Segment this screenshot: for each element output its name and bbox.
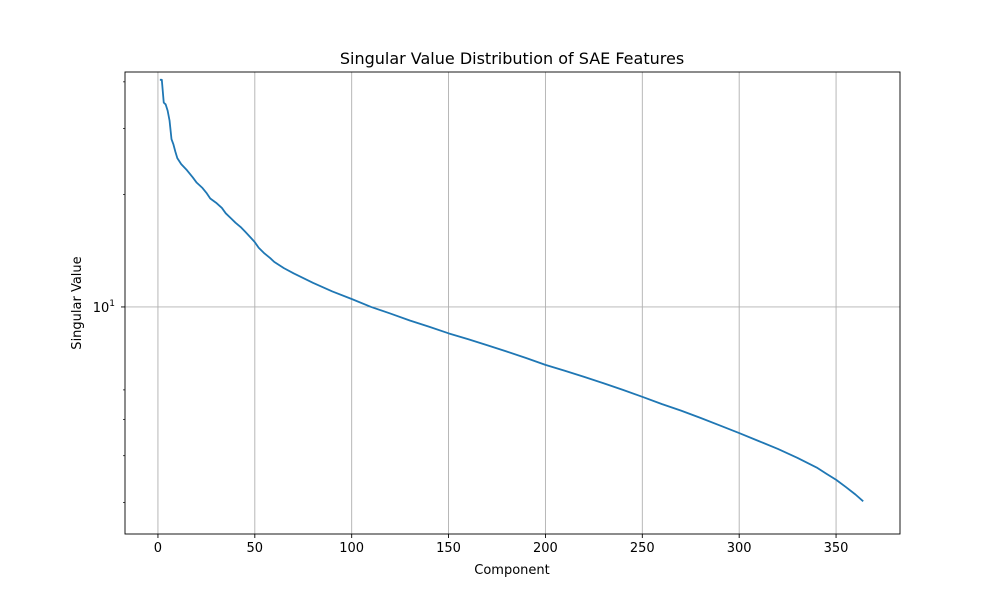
plot-area: [125, 72, 900, 534]
tick-layer: 0 50 100 150 200 250 300 350 101: [93, 81, 849, 556]
y-tick-label: 101: [93, 299, 115, 316]
x-tick-label: 0: [154, 541, 162, 556]
x-tick-label: 250: [630, 541, 655, 556]
x-tick-label: 50: [247, 541, 264, 556]
series-line: [159, 78, 864, 503]
axes-frame: [124, 71, 901, 535]
x-tick-label: 100: [339, 541, 364, 556]
x-tick-label: 200: [533, 541, 558, 556]
grid-layer: [125, 72, 900, 534]
x-tick-label: 150: [436, 541, 461, 556]
x-tick-label: 300: [727, 541, 752, 556]
series-layer: [159, 78, 864, 503]
x-tick-label: 350: [824, 541, 849, 556]
x-axis-label: Component: [474, 563, 549, 578]
chart-title: Singular Value Distribution of SAE Featu…: [340, 49, 684, 68]
y-axis-label: Singular Value: [70, 256, 85, 349]
